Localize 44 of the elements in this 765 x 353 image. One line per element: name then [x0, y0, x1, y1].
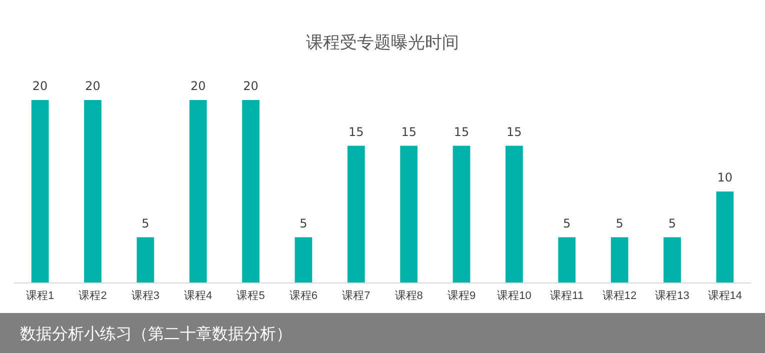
x-tick-label: 课程9	[447, 290, 476, 302]
bar	[136, 237, 154, 283]
x-tick-label: 课程14	[708, 290, 742, 302]
bar	[294, 237, 312, 283]
data-label: 5	[300, 216, 308, 230]
data-label: 15	[348, 124, 364, 139]
data-label: 20	[243, 79, 258, 93]
x-tick-label: 课程4	[184, 290, 212, 302]
data-label: 5	[668, 216, 676, 230]
bar	[84, 100, 102, 283]
text: 数据分析小练习（第二十章数据分析）	[20, 324, 292, 343]
x-tick-label: 课程5	[236, 290, 265, 302]
bar	[506, 146, 523, 283]
bar	[558, 237, 576, 283]
bar	[664, 237, 681, 283]
data-label: 5	[563, 216, 571, 230]
x-tick-label: 课程3	[131, 290, 160, 302]
bar	[31, 100, 49, 283]
bar	[452, 146, 470, 283]
data-label: 5	[616, 216, 624, 230]
data-label: 20	[32, 79, 48, 93]
bar	[716, 192, 734, 283]
x-tick-label: 课程10	[497, 290, 532, 302]
data-label: 15	[401, 124, 416, 139]
x-tick-label: 课程8	[394, 290, 423, 302]
data-label: 15	[454, 124, 470, 139]
x-tick-label: 课程11	[550, 290, 584, 302]
data-label: 5	[142, 216, 150, 230]
x-tick-label: 课程13	[655, 290, 690, 302]
data-label: 10	[717, 170, 733, 184]
bar	[347, 146, 365, 283]
x-tick-label: 课程7	[342, 290, 370, 302]
data-label: 20	[85, 79, 100, 93]
data-label: 20	[190, 79, 206, 93]
x-tick-label: 课程1	[26, 290, 54, 302]
x-tick-label: 课程2	[78, 290, 107, 302]
bar	[400, 146, 418, 283]
bar	[610, 237, 628, 283]
bar	[242, 100, 260, 283]
chart-title: 课程受专题曝光时间	[306, 33, 459, 53]
data-label: 15	[506, 124, 522, 139]
x-tick-label: 课程6	[289, 290, 318, 302]
x-tick-label: 课程12	[602, 290, 637, 302]
bar	[189, 100, 207, 283]
